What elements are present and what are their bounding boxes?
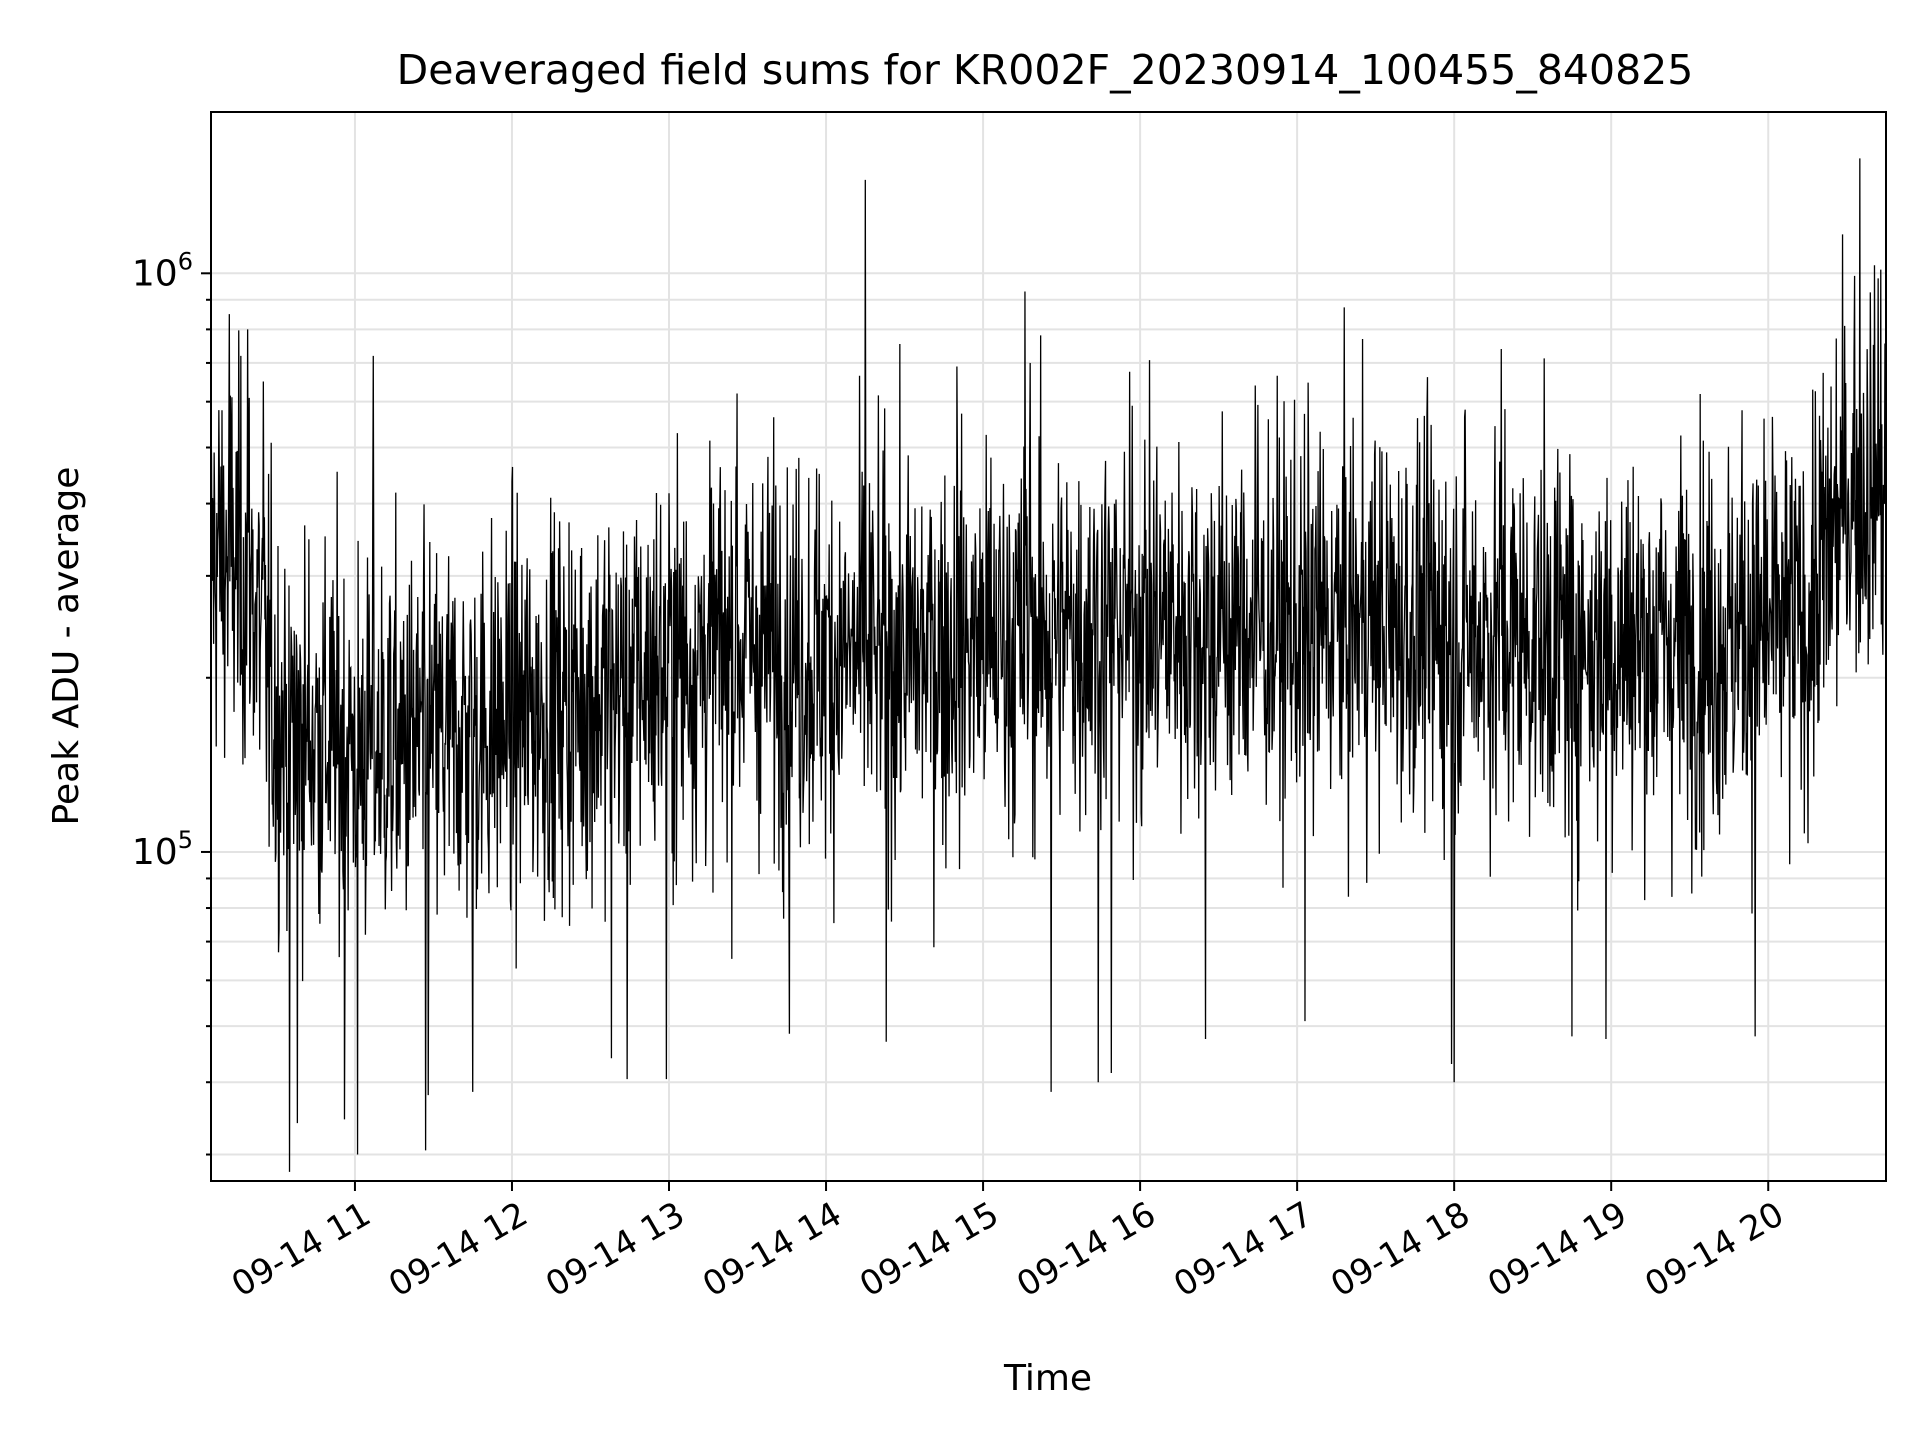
x-axis-label: Time [1003,1358,1092,1399]
plot-frame [210,111,1887,1182]
y-tick-label: 105 [132,826,193,873]
y-tick-label: 106 [132,247,193,294]
y-axis-label: Peak ADU - average [46,467,87,826]
y-axis-ticks: 105 106 [132,247,211,1156]
chart-title: Deaveraged field sums for KR002F_2023091… [397,46,1694,94]
series-line [210,158,1887,1172]
series-path [210,158,1887,1172]
